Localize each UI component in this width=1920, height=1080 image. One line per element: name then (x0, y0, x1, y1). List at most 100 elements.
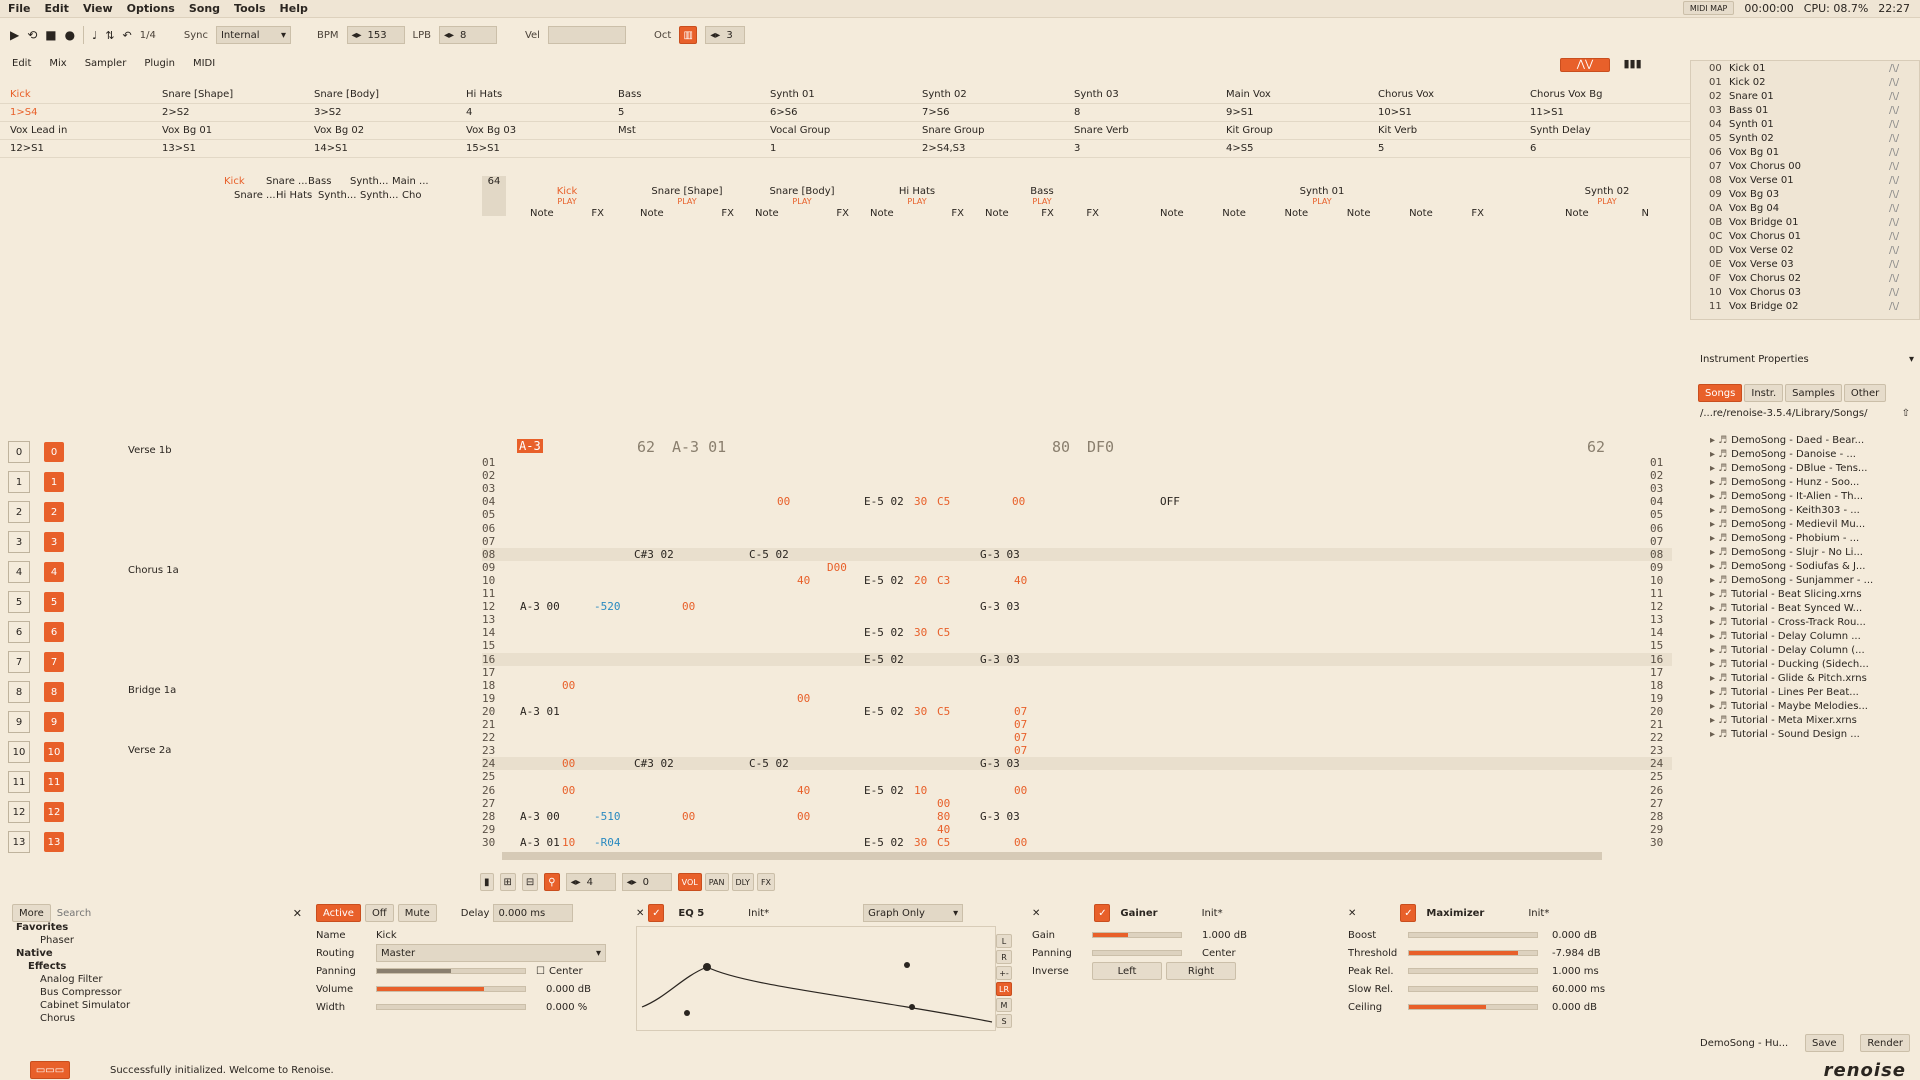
seq-cell[interactable]: 4 (466, 107, 473, 118)
seq-cell[interactable]: Kit Group (1226, 125, 1273, 136)
pattern-number[interactable]: 2 (44, 502, 64, 522)
instrument-item[interactable]: 0E Vox Verse 03 /\/ (1691, 257, 1919, 271)
status-button[interactable]: ▭▭▭ (30, 1061, 70, 1079)
seq-cell[interactable]: 15>S1 (466, 143, 500, 154)
pattern-number[interactable]: 0 (44, 442, 64, 462)
browser-file[interactable]: ▸ ♬ DemoSong - It-Alien - Th... (1690, 489, 1920, 503)
seq-cell[interactable]: Snare [Body] (314, 89, 380, 100)
pattern-cell[interactable]: E-5 02 (864, 573, 904, 587)
pattern-cell[interactable]: A-3 00 (520, 600, 560, 614)
lines-indicator[interactable]: 64 (482, 176, 506, 216)
pattern-row[interactable]: 13 13 (482, 613, 1672, 626)
browser-file[interactable]: ▸ ♬ DemoSong - Keith303 - ... (1690, 503, 1920, 517)
pattern-number[interactable]: 12 (44, 802, 64, 822)
dsp-tree-item[interactable]: Cabinet Simulator (40, 1000, 131, 1011)
eq-channel-pmpm[interactable]: +- (996, 966, 1012, 980)
close-icon[interactable]: ✕ (292, 906, 302, 920)
scope-button[interactable]: ⋀⋁ (1560, 57, 1610, 72)
metronome-icon[interactable]: ♩ (92, 28, 98, 42)
search-icon[interactable]: ⚲ (544, 873, 560, 891)
seq-cell[interactable]: 3 (1074, 143, 1081, 154)
pattern-row[interactable]: 20 20 A-3 01 E-5 02 30 C5 07 (482, 705, 1672, 718)
seq-cell[interactable]: Vox Bg 01 (162, 125, 213, 136)
more-button[interactable]: More (12, 904, 51, 922)
seq-cell[interactable]: Snare [Shape] (162, 89, 234, 100)
seq-cell[interactable]: Synth 01 (770, 89, 815, 100)
matrix-track-label[interactable]: Cho (402, 190, 422, 201)
pattern-cell[interactable]: 20 (914, 573, 928, 587)
eq-channel-r[interactable]: R (996, 950, 1012, 964)
eq-band-handle[interactable] (684, 1010, 690, 1016)
matrix-track-label[interactable]: Bass (308, 176, 332, 187)
menu-item-file[interactable]: File (8, 2, 31, 15)
pattern-cell[interactable]: A-3 01 (520, 704, 560, 718)
seq-cell[interactable]: 3>S2 (314, 107, 342, 118)
device-enable-checkbox[interactable]: ✓ (1094, 904, 1111, 922)
pattern-cell[interactable]: E-5 02 (864, 783, 904, 797)
eq-band-handle[interactable] (703, 963, 711, 971)
pattern-cell[interactable]: 30 (914, 495, 928, 509)
pattern-cell[interactable]: OFF (1160, 495, 1180, 509)
pattern-row[interactable]: 24 24 00 C#3 02 C-5 02 G-3 03 (482, 757, 1672, 771)
pattern-cell[interactable]: 00 (562, 783, 576, 797)
pattern-row[interactable]: 23 23 07 (482, 744, 1672, 757)
seq-cell[interactable]: 7>S6 (922, 107, 950, 118)
pattern-row[interactable]: 18 18 00 (482, 679, 1672, 692)
pattern-cell[interactable]: 00 (797, 691, 811, 705)
menu-item-tools[interactable]: Tools (234, 2, 266, 15)
eq-channel-s[interactable]: S (996, 1014, 1012, 1028)
pattern-row[interactable]: 27 27 00 (482, 797, 1672, 810)
edit-step-field[interactable]: ◂▸ 4 (565, 873, 616, 891)
pattern-row[interactable]: 14 14 E-5 02 30 C5 (482, 626, 1672, 639)
section-name[interactable]: Bridge 1a (128, 685, 177, 696)
seq-cell[interactable]: Mst (618, 125, 636, 136)
matrix-track-label[interactable]: Kick (224, 176, 245, 187)
right-button[interactable]: Right (1166, 962, 1236, 980)
pattern-row[interactable]: 30 30 A-3 01 10 -R04 E-5 02 30 C5 00 (482, 836, 1672, 849)
seq-cell[interactable]: Snare Group (922, 125, 985, 136)
off-button[interactable]: Off (364, 904, 394, 922)
pattern-cell[interactable]: 07 (1014, 744, 1028, 758)
column-toggle-pan[interactable]: PAN (704, 873, 729, 891)
seq-cell[interactable]: 12>S1 (10, 143, 44, 154)
pattern-number[interactable]: 8 (44, 682, 64, 702)
pattern-cell[interactable]: -510 (594, 809, 621, 823)
pattern-cell[interactable]: E-5 02 (864, 835, 904, 849)
pattern-number[interactable]: 3 (44, 532, 64, 552)
sequence-index[interactable]: 12 (8, 801, 30, 823)
eq-band-handle[interactable] (909, 1004, 915, 1010)
eq-preset[interactable]: Init* (748, 907, 770, 919)
volume-slider[interactable] (376, 986, 526, 992)
up-arrow-icon[interactable]: ⇧ (1901, 408, 1910, 419)
dsp-tree-item[interactable]: Chorus (40, 1013, 76, 1024)
matrix-track-label[interactable]: Synth... (350, 176, 389, 187)
pattern-cell[interactable]: C5 (937, 835, 951, 849)
pattern-cell[interactable]: 07 (1014, 704, 1028, 718)
pattern-row[interactable]: 22 22 07 (482, 731, 1672, 744)
pattern-number[interactable]: 13 (44, 832, 64, 852)
pattern-cell[interactable]: 30 (914, 704, 928, 718)
pattern-cell[interactable]: 40 (797, 783, 811, 797)
pattern-cell[interactable]: 40 (1014, 573, 1028, 587)
param-slider[interactable] (1408, 932, 1538, 938)
dsp-search-input[interactable] (56, 905, 287, 921)
pattern-number[interactable]: 11 (44, 772, 64, 792)
delay-field[interactable]: 0.000 ms (493, 904, 574, 922)
track-header[interactable]: Synth 02 PLAY Note N (1557, 186, 1657, 236)
browser-file[interactable]: ▸ ♬ DemoSong - Hunz - Soo... (1690, 475, 1920, 489)
close-icon[interactable]: ✕ (1348, 907, 1357, 919)
browser-tab-songs[interactable]: Songs (1698, 384, 1743, 402)
tab-mix[interactable]: Mix (49, 57, 67, 69)
seq-cell[interactable]: Snare Verb (1074, 125, 1129, 136)
browser-file[interactable]: ▸ ♬ DemoSong - Slujr - No Li... (1690, 545, 1920, 559)
follow-icon[interactable]: ⇅ (105, 28, 115, 42)
seq-cell[interactable]: 1 (770, 143, 777, 154)
instrument-item[interactable]: 02 Snare 01 /\/ (1691, 89, 1919, 103)
pattern-tool-icon[interactable]: ⊟ (521, 873, 539, 891)
